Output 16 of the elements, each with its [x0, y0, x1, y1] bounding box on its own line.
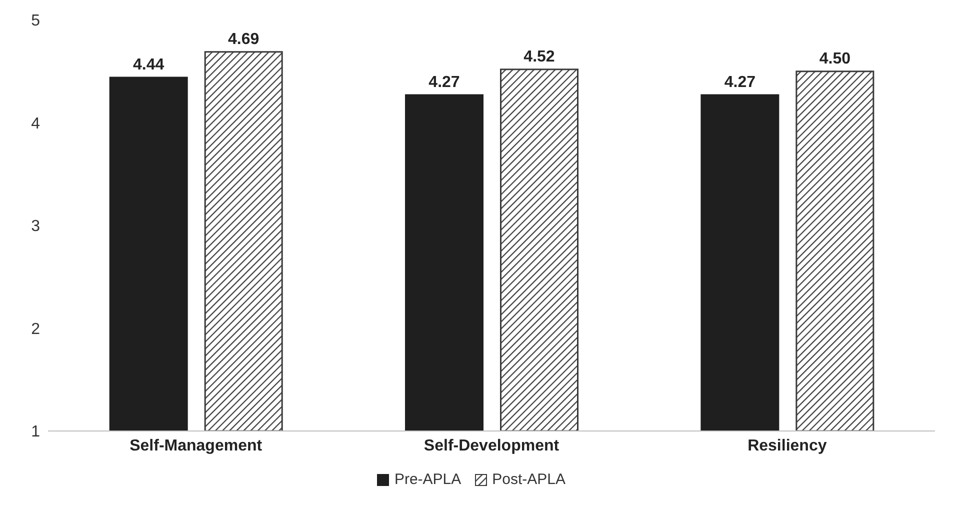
y-tick-label: 5: [31, 12, 40, 30]
data-label: 4.44: [133, 56, 164, 74]
data-label: 4.27: [428, 74, 460, 92]
x-tick-label: Self-Development: [424, 437, 560, 454]
x-tick-label: Resiliency: [748, 437, 827, 454]
data-label: 4.27: [724, 74, 756, 92]
x-tick-label: Self-Management: [130, 437, 263, 454]
y-tick-label: 4: [31, 115, 40, 132]
data-label: 4.50: [819, 50, 851, 68]
data-label: 4.69: [228, 30, 260, 48]
legend-label: Pre-APLA: [394, 471, 462, 488]
legend-label: Post-APLA: [492, 471, 566, 488]
data-label: 4.52: [524, 48, 555, 66]
y-tick-label: 1: [31, 424, 40, 441]
y-tick-label: 3: [31, 218, 40, 236]
y-tick-label: 2: [31, 320, 40, 338]
